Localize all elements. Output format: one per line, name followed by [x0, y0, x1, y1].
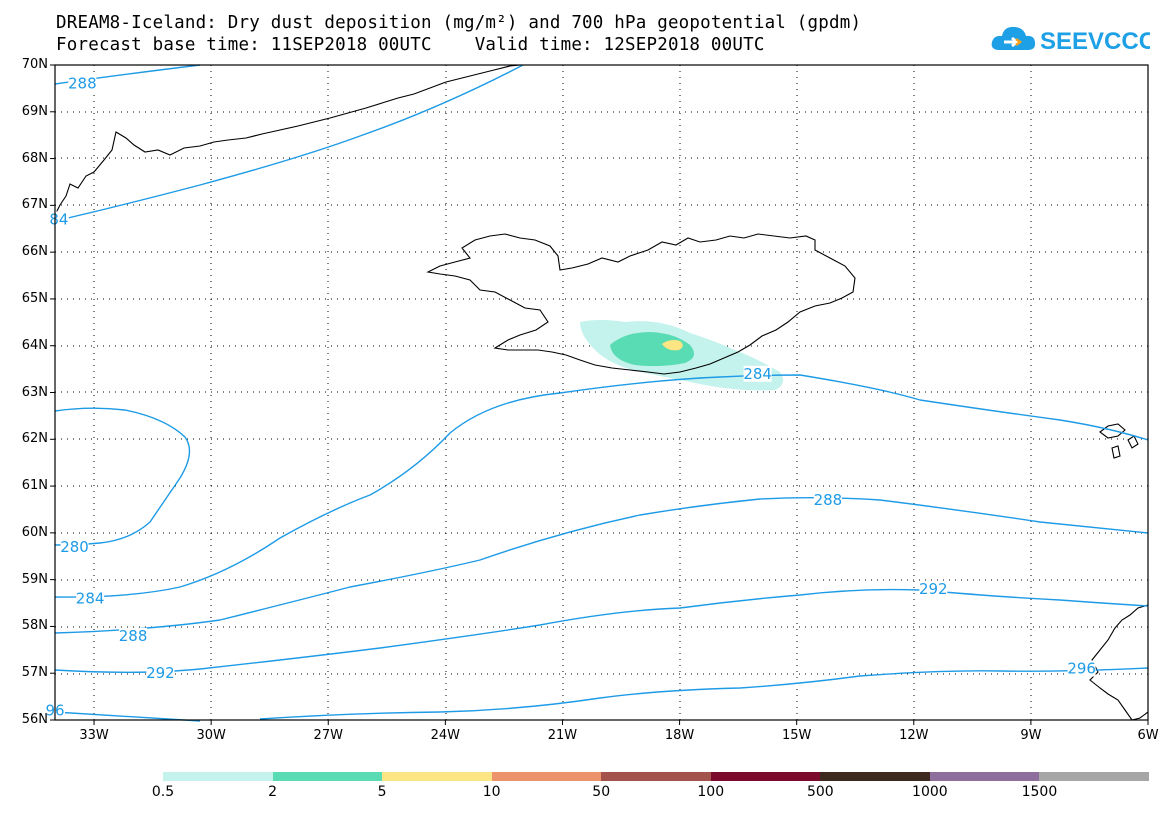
contour-label-bg — [119, 627, 148, 644]
lat-label: 61N — [21, 478, 48, 494]
contour-label: 292 — [919, 580, 948, 598]
lat-label: 56N — [21, 712, 48, 727]
geopotential-contours — [54, 64, 1149, 722]
colorbar-segment — [601, 772, 712, 781]
lat-label: 63N — [21, 384, 48, 400]
lat-label: 65N — [21, 290, 48, 306]
colorbar-segment — [929, 772, 1040, 781]
contour-label: 284 — [743, 365, 772, 383]
lat-label: 59N — [21, 571, 48, 587]
lat-label: 64N — [21, 337, 48, 353]
dust-deposition-field — [580, 320, 784, 391]
colorbar-segment — [272, 772, 383, 781]
contour-label: 288 — [68, 75, 97, 93]
faroe-islands — [1099, 423, 1139, 459]
greenland-coast — [54, 64, 521, 216]
lon-label: 12W — [899, 728, 929, 743]
colorbar-label: 1000 — [912, 784, 948, 800]
scotland-coast — [1089, 604, 1149, 721]
lat-label: 58N — [21, 618, 48, 634]
map-title: DREAM8-Iceland: Dry dust deposition (mg/… — [56, 13, 862, 33]
colorbar-label: 2 — [268, 784, 277, 800]
contour-label-bg — [743, 365, 772, 382]
lon-label: 18W — [664, 728, 695, 743]
lat-label: 67N — [21, 197, 48, 213]
contour-280-west — [54, 407, 191, 546]
contour-label-bg — [60, 538, 89, 555]
contour-288-north — [54, 64, 201, 85]
colorbar-segment — [710, 772, 821, 781]
contour-label-bg — [1067, 660, 1096, 677]
contour-296-main — [54, 667, 1149, 722]
colorbar-label: 1500 — [1021, 784, 1058, 800]
colorbar-label: 10 — [482, 784, 501, 800]
colorbar-label: 50 — [592, 784, 611, 800]
cloud-icon — [991, 26, 1036, 50]
lon-label: 33W — [79, 728, 109, 743]
contour-284-north — [54, 64, 524, 222]
lat-label: 66N — [21, 244, 48, 260]
contour-label: 292 — [146, 664, 175, 682]
iceland-coast — [426, 233, 856, 375]
lat-label: 60N — [21, 524, 48, 540]
colorbar-label: 5 — [377, 784, 387, 800]
contour-label: 288 — [119, 627, 148, 645]
colorbar-segment — [820, 772, 931, 781]
seevccc-logo: SEEVCCC — [991, 26, 1150, 55]
lat-label: 57N — [21, 665, 48, 681]
contour-label: 296 — [1067, 660, 1096, 678]
contour-label-bg — [68, 75, 97, 92]
lat-label: 68N — [21, 150, 48, 166]
contour-label: 280 — [60, 538, 89, 556]
contour-288-main — [54, 497, 1149, 634]
contour-label-bg — [813, 492, 842, 509]
lon-label: 24W — [430, 728, 461, 743]
colorbar-segment — [491, 772, 602, 781]
lon-label: 6W — [1137, 728, 1159, 743]
logo-text: SEEVCCC — [1040, 28, 1150, 55]
lon-label: 9W — [1020, 728, 1042, 743]
colorbar-segment — [382, 772, 493, 781]
colorbar-label: 0.5 — [151, 784, 175, 800]
contour-label: 84 — [49, 210, 68, 228]
colorbar-label: 500 — [806, 784, 834, 800]
lon-label: 30W — [196, 728, 226, 743]
lon-label: 27W — [313, 728, 343, 743]
colorbar-segment — [163, 772, 274, 781]
contour-label-bg — [146, 665, 175, 682]
lat-label: 70N — [21, 57, 48, 72]
colorbar-segment — [1039, 772, 1150, 781]
lon-label: 15W — [781, 728, 812, 743]
contour-label-bg — [76, 590, 105, 607]
colorbar-label: 100 — [697, 784, 725, 800]
contour-284-main — [54, 374, 1149, 598]
gridlines — [55, 65, 1148, 720]
contour-292-main — [54, 588, 1149, 673]
contour-label-bg — [919, 581, 948, 597]
lat-label: 69N — [21, 103, 48, 119]
lon-label: 21W — [547, 728, 578, 743]
forecast-times: Forecast base time: 11SEP2018 00UTC Vali… — [56, 35, 765, 55]
contour-label: 288 — [814, 491, 843, 509]
contour-label-bg — [48, 211, 69, 228]
contour-label: 284 — [76, 589, 105, 607]
lat-label: 62N — [21, 431, 48, 447]
axis-ticks — [50, 64, 1149, 725]
coastlines — [54, 64, 1149, 721]
